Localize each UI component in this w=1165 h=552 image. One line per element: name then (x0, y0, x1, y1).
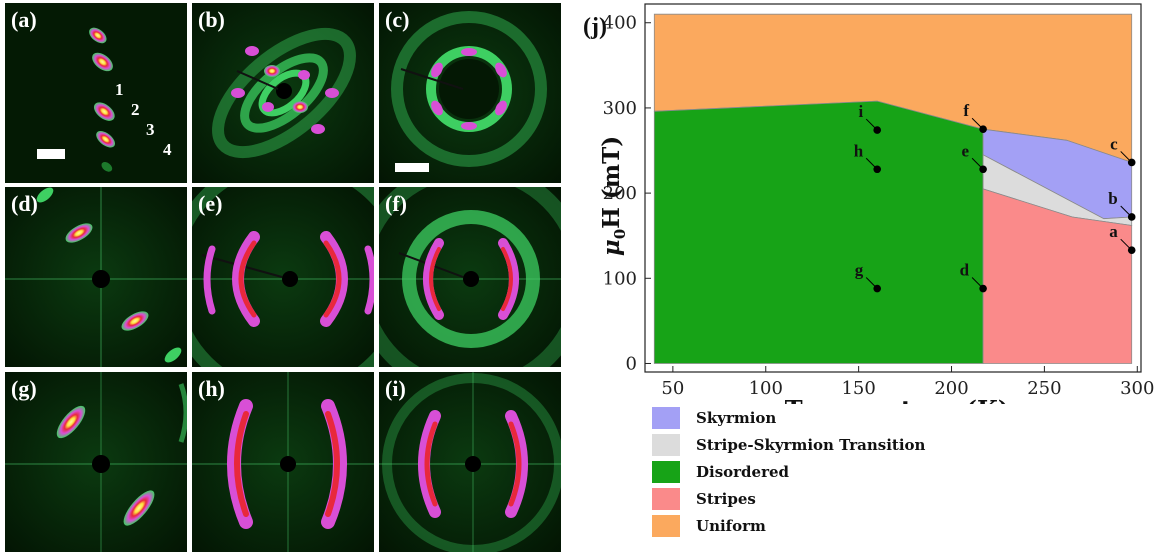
scale-bar (37, 149, 65, 159)
y-tick-label: 400 (603, 13, 637, 34)
point-label-c: c (1110, 134, 1118, 153)
panel-label-f: (f) (385, 191, 407, 216)
panel-label-h: (h) (198, 376, 225, 401)
peak-label-3: 3 (146, 120, 155, 139)
y-axis-label-rest: H (mT) (598, 136, 625, 229)
panel-label-a: (a) (11, 7, 37, 32)
x-axis-label: Temperature (K) (785, 395, 1009, 404)
x-tick-label: 100 (749, 378, 783, 399)
point-label-f: f (963, 101, 969, 120)
data-point-f (979, 125, 987, 134)
legend-item-stripes: Stripes (652, 485, 925, 512)
legend-label: Disordered (696, 462, 790, 481)
y-tick-label: 100 (603, 268, 637, 289)
y-tick-label: 200 (603, 183, 637, 204)
chart-legend: Skyrmion Stripe-Skyrmion Transition Disord… (652, 404, 925, 539)
panel-label-j: (j) (583, 14, 607, 40)
panel-c: (c) (379, 3, 561, 183)
point-label-i: i (858, 102, 863, 121)
legend-label: Uniform (696, 516, 766, 535)
legend-label: Skyrmion (696, 408, 777, 427)
peak-label-1: 1 (115, 80, 124, 99)
panel-f: (f) (379, 187, 561, 367)
data-point-e (979, 165, 987, 174)
region-disordered (653, 100, 984, 364)
peak-label-2: 2 (131, 100, 140, 119)
panel-d: (d) (5, 187, 187, 367)
scale-bar (395, 163, 429, 172)
legend-item-disordered: Disordered (652, 458, 925, 485)
point-label-d: d (960, 261, 970, 280)
scattering-image-d (5, 187, 187, 367)
x-tick-label: 150 (841, 378, 875, 399)
data-point-b (1127, 213, 1136, 221)
scattering-image-b (192, 3, 374, 183)
data-point-i (873, 126, 882, 134)
x-tick-label: 200 (934, 378, 968, 399)
panel-label-c: (c) (385, 7, 410, 32)
scattering-image-e (192, 187, 374, 367)
legend-label: Stripes (696, 489, 756, 508)
legend-label: Stripe-Skyrmion Transition (696, 435, 926, 454)
point-label-g: g (855, 261, 864, 280)
y-axis-label-mu: μ (598, 239, 625, 256)
y-tick-label: 300 (603, 98, 637, 119)
scattering-image-a: 1 2 3 4 (5, 3, 187, 183)
data-point-d (979, 284, 987, 293)
phase-diagram: ab c d e f g h i 50 100 150 200 250 300 0 100 200 300 40… (583, 3, 1154, 404)
point-label-h: h (854, 141, 864, 160)
legend-swatch (652, 406, 680, 429)
panel-h: (h) (192, 372, 374, 552)
scattering-image-i (379, 372, 561, 552)
x-tick-label: 50 (661, 378, 684, 399)
panel-label-e: (e) (198, 191, 223, 216)
legend-item-skyrmion: Skyrmion (652, 404, 925, 431)
data-point-a (1127, 246, 1136, 254)
legend-swatch (652, 460, 680, 483)
panel-a: 1 2 3 4 (a) (5, 3, 187, 183)
y-tick-label: 0 (626, 353, 637, 374)
panel-i: (i) (379, 372, 561, 552)
scattering-image-f (379, 187, 561, 367)
data-point-g (873, 284, 882, 293)
y-axis-label: μ0H (mT) (598, 136, 629, 256)
plot-frame (644, 3, 1142, 373)
point-label-a: a (1109, 222, 1118, 241)
legend-item-stripe-skyrmion-transition: Stripe-Skyrmion Transition (652, 431, 925, 458)
y-axis-label-sub: 0 (611, 229, 629, 239)
phase-regions (653, 13, 1133, 364)
x-axis-ticks: 50 100 150 200 250 300 (661, 366, 1154, 399)
legend-swatch (652, 487, 680, 510)
x-tick-label: 300 (1120, 378, 1154, 399)
x-tick-label: 250 (1027, 378, 1061, 399)
scattering-image-c (379, 3, 561, 183)
scattering-image-h (192, 372, 374, 552)
panel-b: (b) (192, 3, 374, 183)
panel-g: (g) (5, 372, 187, 552)
peak-label-4: 4 (163, 140, 172, 159)
legend-swatch (652, 433, 680, 456)
point-label-e: e (962, 141, 970, 160)
data-point-c (1127, 158, 1136, 167)
region-stripes (982, 188, 1133, 364)
data-points: ab c d e f g h i (854, 101, 1136, 293)
panel-label-d: (d) (11, 191, 38, 216)
panel-e: (e) (192, 187, 374, 367)
point-label-b: b (1108, 189, 1117, 208)
y-axis-ticks: 0 100 200 300 400 (603, 13, 651, 374)
legend-item-uniform: Uniform (652, 512, 925, 539)
scattering-image-g (5, 372, 187, 552)
legend-swatch (652, 514, 680, 537)
panel-label-g: (g) (11, 376, 37, 401)
panel-label-i: (i) (385, 376, 406, 401)
panel-label-b: (b) (198, 7, 225, 32)
data-point-h (873, 165, 882, 174)
